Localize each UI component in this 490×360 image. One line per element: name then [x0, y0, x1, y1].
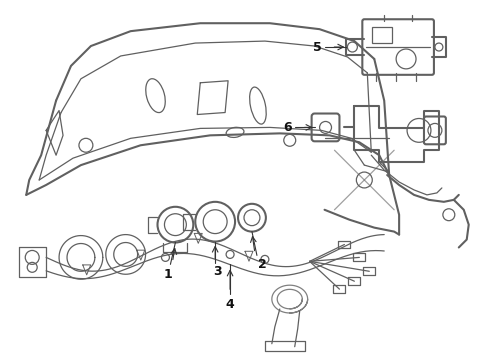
Text: 5: 5 [313, 41, 322, 54]
Text: 4: 4 [226, 297, 234, 311]
Text: 1: 1 [163, 268, 172, 281]
Text: 2: 2 [258, 258, 266, 271]
Text: 3: 3 [213, 265, 221, 278]
Text: 6: 6 [283, 121, 292, 134]
Bar [372, 27, 392, 43]
